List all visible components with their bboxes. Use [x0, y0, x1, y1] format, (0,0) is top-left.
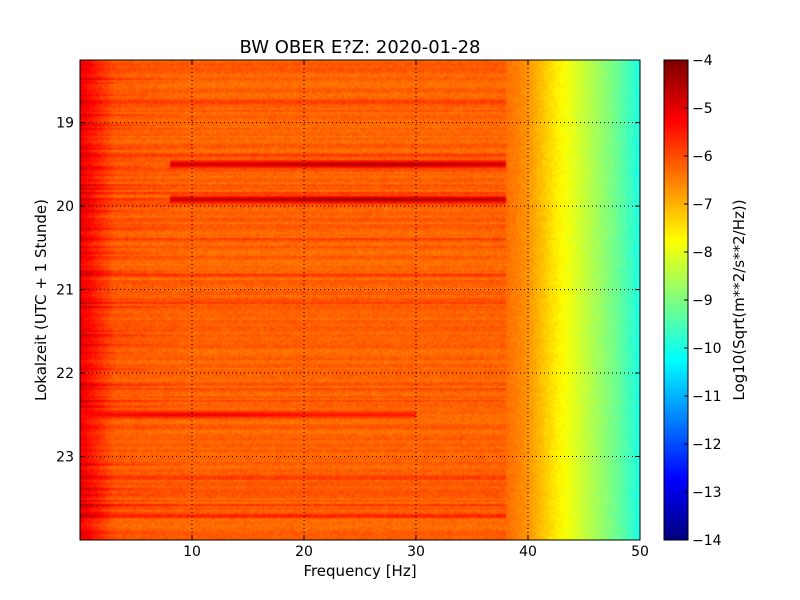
colorbar-tick-label: −8 [692, 245, 713, 261]
colorbar: −4 −5 −6 −7 −8 −9 −10 −11 −12 −13 −14 [663, 53, 722, 549]
y-tick-label: 21 [56, 283, 74, 299]
y-tick-label: 19 [56, 116, 74, 132]
y-tick-label: 23 [56, 450, 74, 466]
colorbar-tick-label: −7 [692, 197, 713, 213]
chart-title: BW OBER E?Z: 2020-01-28 [240, 37, 481, 58]
x-axis-label: Frequency [Hz] [303, 562, 416, 580]
x-tick-label: 30 [407, 544, 425, 560]
colorbar-tick-label: −12 [692, 437, 722, 453]
spectrogram-heatmap [80, 60, 640, 540]
colorbar-label: Log10(Sqrt(m**2/s**2/Hz)) [730, 199, 748, 400]
colorbar-tick-label: −9 [692, 293, 713, 309]
colorbar-tick-label: −11 [692, 389, 722, 405]
x-tick-label: 50 [631, 544, 649, 560]
x-axis-ticks: 10 20 30 40 50 [183, 60, 649, 560]
x-tick-label: 40 [519, 544, 537, 560]
colorbar-tick-label: −4 [692, 53, 713, 69]
colorbar-tick-label: −10 [692, 341, 722, 357]
y-tick-label: 22 [56, 366, 74, 382]
plot-area: 10 20 30 40 50 19 20 21 22 23 [56, 59, 649, 560]
plot-frame [79, 59, 641, 541]
x-tick-label: 10 [183, 544, 201, 560]
colorbar-tick-label: −6 [692, 149, 713, 165]
colorbar-ticks: −4 −5 −6 −7 −8 −9 −10 −11 −12 −13 −14 [684, 53, 722, 549]
colorbar-tick-label: −5 [692, 101, 713, 117]
y-tick-label: 20 [56, 199, 74, 215]
y-axis-label: Lokalzeit (UTC + 1 Stunde) [32, 199, 50, 401]
colorbar-tick-label: −13 [692, 485, 722, 501]
y-axis-ticks: 19 20 21 22 23 [56, 116, 640, 466]
colorbar-tick-label: −14 [692, 533, 722, 549]
x-tick-label: 20 [295, 544, 313, 560]
